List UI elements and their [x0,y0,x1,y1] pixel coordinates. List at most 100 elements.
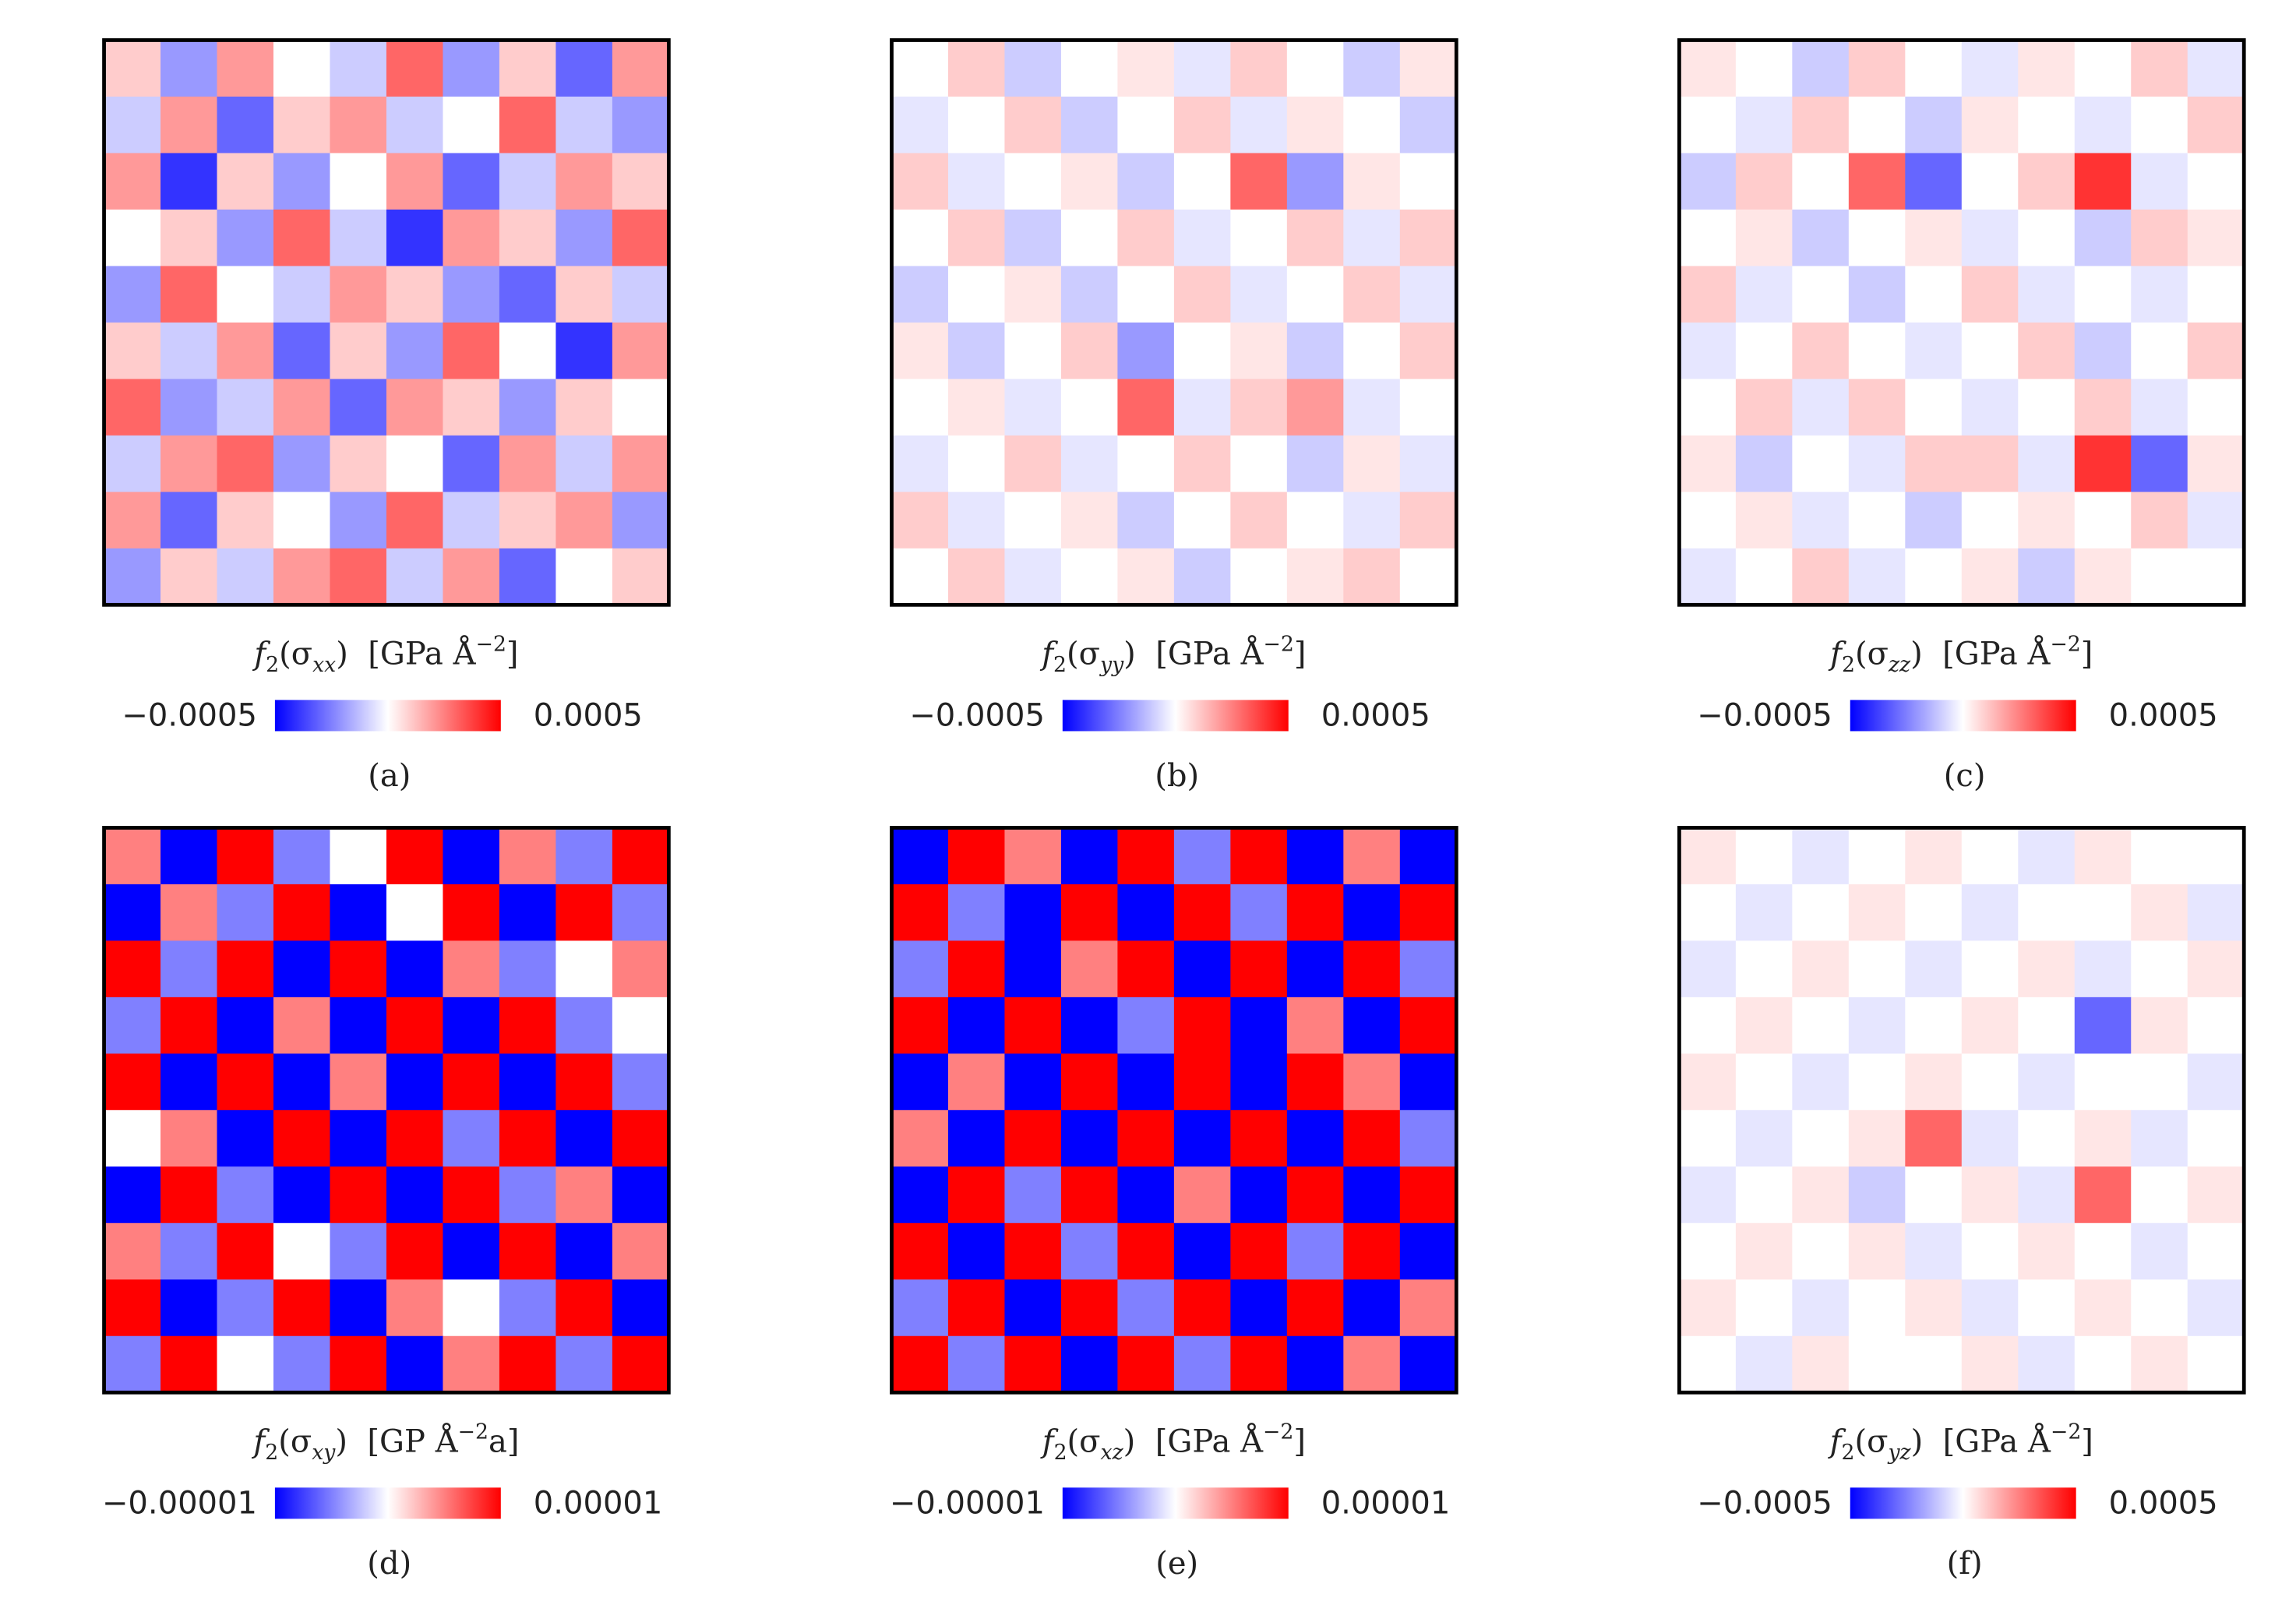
heatmap-cell [2131,492,2188,549]
heatmap-cell [217,1166,274,1224]
label-part: 2 [1054,1441,1067,1465]
colorbar [1062,700,1289,732]
heatmap-cell [1679,548,1737,606]
heatmap-cell [947,997,1006,1055]
heatmap-cell [2018,940,2076,998]
heatmap-cell [2074,209,2132,267]
heatmap-cell [499,1109,557,1168]
heatmap-cell [2018,548,2076,606]
heatmap-cell [1286,1222,1345,1281]
colorbar-tick-label: −0.0005 [1697,1485,1832,1521]
label-part: ] [506,637,519,672]
label-part: ] [2081,637,2093,672]
heatmap-cell [1060,1053,1119,1111]
label-part: 2 [266,653,279,677]
heatmap-cell [386,548,444,606]
heatmap-cell [1060,435,1119,493]
heatmap-cell [1060,1222,1119,1281]
heatmap-cell [1230,435,1288,493]
heatmap-cell [891,940,949,998]
heatmap-cell [499,379,557,436]
heatmap-cell [1004,96,1062,154]
heatmap-cell [1792,153,1850,210]
heatmap-cell [2074,492,2132,549]
heatmap-cell [1004,435,1062,493]
heatmap-cell [160,940,218,998]
heatmap-cell [1735,940,1793,998]
heatmap-cell [2131,548,2188,606]
heatmap-cell [1961,322,2019,380]
heatmap-cell [1399,96,1458,154]
heatmap-cell [1905,884,1963,942]
heatmap-cell [1343,266,1401,323]
heatmap-cell [2131,266,2188,323]
heatmap-cell [947,96,1006,154]
colorbar-tick-label: −0.0005 [122,697,257,733]
heatmap-cell [160,40,218,97]
heatmap-cell [499,997,557,1055]
heatmap-cell [1848,997,1906,1055]
heatmap-cell [1230,1222,1288,1281]
heatmap-cell [1792,940,1850,998]
heatmap-cell [330,1335,387,1394]
heatmap-cell [330,1053,387,1111]
heatmap-cell [1286,1109,1345,1168]
heatmap-cell [499,1053,557,1111]
heatmap-cell [1117,266,1175,323]
heatmap-cell [555,1166,613,1224]
heatmap-cell [612,997,670,1055]
heatmap-cell [947,209,1006,267]
heatmap-cell [2018,435,2076,493]
heatmap-cell [443,209,500,267]
heatmap-cell [1060,379,1119,436]
heatmap-cell [160,1222,218,1281]
heatmap-cell [443,1222,500,1281]
heatmap-cell [386,1279,444,1337]
heatmap-cell [1173,40,1232,97]
heatmap-cell [1848,884,1906,942]
heatmap-cell [2131,96,2188,154]
heatmap-cell [443,1109,500,1168]
heatmap-cell [443,1335,500,1394]
heatmap-cell [1735,1166,1793,1224]
plot-frame [890,826,1458,1395]
heatmap-cell [947,266,1006,323]
heatmap-cell [891,548,949,606]
heatmap-cell [2187,1166,2245,1224]
heatmap-cell [104,827,161,885]
heatmap-cell [1848,322,1906,380]
heatmap-cell [1905,322,1963,380]
heatmap-cell [1343,884,1401,942]
heatmap-cell [2074,96,2132,154]
heatmap-cell [499,322,557,380]
heatmap-cell [330,40,387,97]
heatmap-cell [2187,1109,2245,1168]
heatmap-cell [1004,266,1062,323]
heatmap-cell [1792,209,1850,267]
heatmap-cell [1679,435,1737,493]
heatmap-cell [1286,153,1345,210]
heatmap-cell [1961,997,2019,1055]
heatmap-cell [2018,266,2076,323]
heatmap-cell [1679,322,1737,380]
heatmap-cell [1343,1166,1401,1224]
heatmap-cell [273,1053,331,1111]
heatmap-cell [1173,266,1232,323]
heatmap-cell [1117,1166,1175,1224]
heatmap-cell [1343,1222,1401,1281]
heatmap-cell [1399,1109,1458,1168]
heatmap-cell [947,1166,1006,1224]
heatmap-cell [2018,1166,2076,1224]
heatmap-cell [330,1166,387,1224]
heatmap-cell [386,1222,444,1281]
heatmap-cell [443,435,500,493]
plot-frame [1677,826,2246,1395]
heatmap-cell [1230,1166,1288,1224]
heatmap-cell [1286,1335,1345,1394]
heatmap-cell [1848,1166,1906,1224]
heatmap-cell [1060,1166,1119,1224]
heatmap-cell [1343,379,1401,436]
heatmap-cell [612,266,670,323]
heatmap-cell [1343,435,1401,493]
label-part: ] [1293,1424,1306,1460]
